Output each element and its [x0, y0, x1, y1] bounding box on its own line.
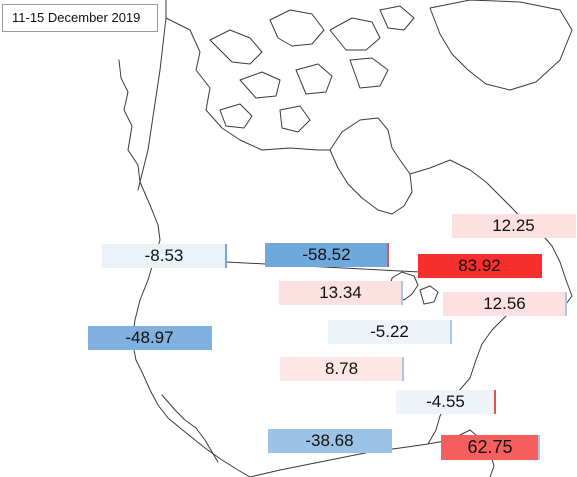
west-coastline — [118, 59, 251, 477]
hudson-bay — [329, 117, 413, 215]
baja-coastline — [161, 394, 219, 463]
region-value-northern-plains: -58.52 — [265, 243, 389, 267]
region-value-west: -48.97 — [88, 326, 212, 350]
region-value-pacific-northwest: -8.53 — [102, 244, 227, 268]
region-value-florida: 62.75 — [441, 435, 540, 460]
date-range-label: 11-15 December 2019 — [2, 4, 158, 32]
region-value-southeast: -4.55 — [396, 390, 496, 414]
region-value-new-england: 12.25 — [452, 214, 576, 238]
region-value-midwest: 13.34 — [279, 281, 403, 305]
region-value-mid-atlantic: 12.56 — [443, 292, 567, 316]
region-value-ohio-valley: -5.22 — [328, 320, 452, 344]
greenland — [429, 0, 573, 91]
region-value-central: 8.78 — [280, 357, 404, 381]
region-value-south-central: -38.68 — [268, 429, 392, 453]
region-value-great-lakes: 83.92 — [418, 254, 542, 278]
northern-coastline — [165, 17, 331, 151]
arctic-islands — [209, 5, 415, 133]
alaska-border — [137, 0, 167, 191]
